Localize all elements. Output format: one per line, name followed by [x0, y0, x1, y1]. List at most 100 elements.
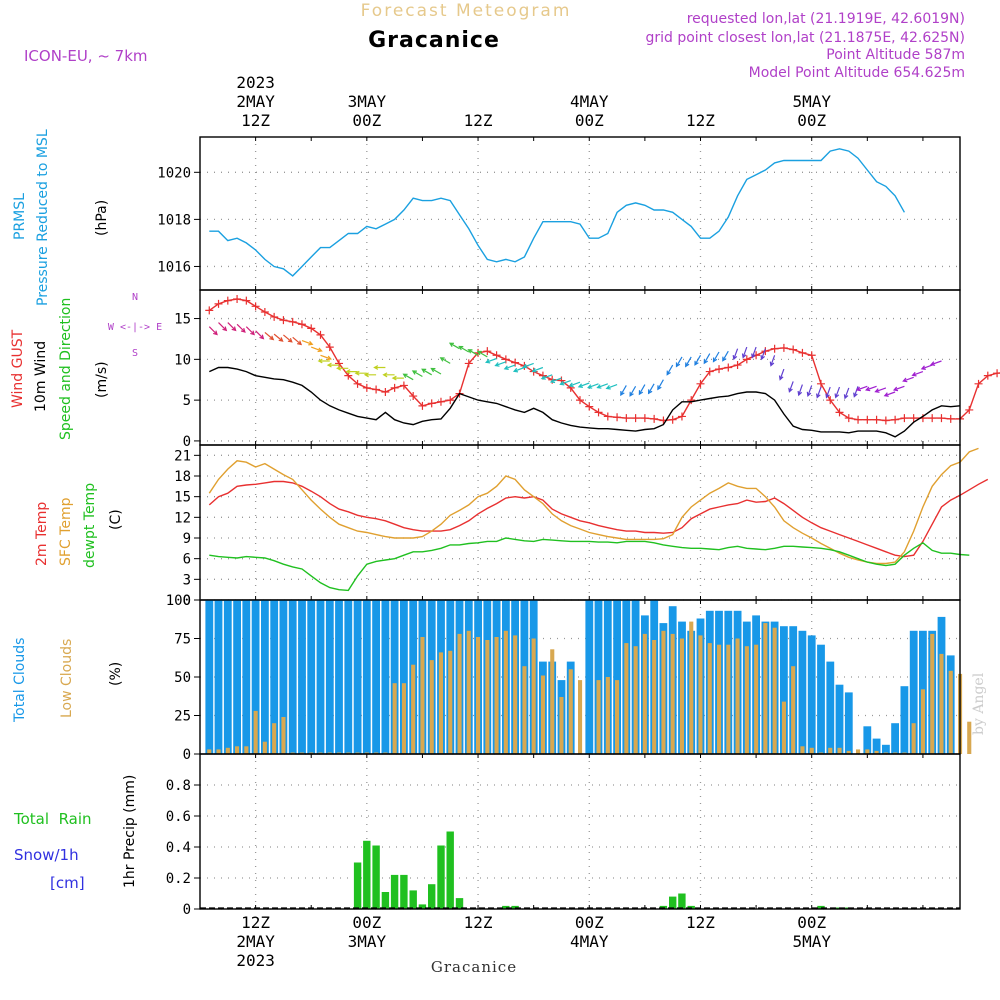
low-cloud-bar — [559, 697, 564, 754]
gust-marker — [631, 414, 640, 423]
wind-unit: (m/s) — [94, 361, 110, 398]
wind-arrow — [317, 358, 330, 364]
wind-arrow — [522, 362, 534, 369]
wind-arrow — [797, 384, 803, 397]
low-cloud-bar — [531, 638, 536, 754]
time-label-top: 2MAY — [236, 92, 275, 111]
wind-arrow — [788, 381, 794, 393]
low-cloud-bar — [476, 637, 481, 754]
gust-marker — [279, 316, 288, 325]
y-tick-label: 10 — [174, 352, 191, 368]
wind-arrow — [273, 333, 284, 342]
rain-bar — [400, 874, 408, 909]
low-cloud-bar — [457, 633, 462, 754]
gust-marker — [677, 412, 686, 421]
wind-arrow — [675, 356, 683, 368]
grid-point-coords: grid point closest lon,lat (21.1875E, 42… — [645, 30, 965, 46]
temp-label-1: 2m Temp — [34, 502, 50, 566]
rain-bar — [437, 845, 445, 909]
low-cloud-bar — [902, 752, 907, 754]
wind-arrow — [874, 387, 887, 393]
low-cloud-bar — [818, 752, 823, 754]
total-cloud-bar — [835, 684, 844, 754]
low-cloud-bar — [503, 630, 508, 754]
snow-unit: [cm] — [50, 874, 85, 892]
low-cloud-bar — [272, 723, 277, 754]
wind-arrow — [458, 345, 470, 353]
low-cloud-bar — [485, 640, 490, 754]
low-cloud-bar — [235, 746, 240, 754]
series-line-dewpt-temp — [209, 537, 970, 592]
compass-s: S — [132, 348, 138, 359]
rain-bar — [502, 905, 510, 909]
y-tick-label: 50 — [174, 670, 191, 686]
wind-arrow — [883, 391, 896, 397]
y-tick-label: 5 — [183, 393, 191, 409]
wind-arrow — [769, 355, 776, 367]
pressure-label-2: Pressure Reduced to MSL — [35, 129, 51, 306]
wind-arrow — [421, 368, 433, 376]
wind-arrow — [741, 346, 748, 359]
temperature-frame — [199, 444, 961, 601]
time-label-bottom: 2MAY — [236, 932, 275, 951]
gust-marker — [399, 381, 408, 390]
y-tick-label: 0.6 — [166, 809, 191, 825]
rain-bar — [446, 831, 454, 909]
gust-marker — [770, 344, 779, 353]
gust-marker — [307, 324, 316, 333]
cloud-label-1: Total Clouds — [12, 638, 28, 723]
gust-marker — [381, 387, 390, 396]
wind-label-3: Speed and Direction — [58, 298, 74, 440]
low-cloud-bar — [605, 677, 610, 754]
rain-bar — [390, 874, 399, 909]
rain-bar — [428, 884, 436, 909]
wind-arrow — [503, 364, 516, 370]
total-cloud-bar — [279, 600, 288, 754]
y-tick-label: 18 — [174, 469, 191, 485]
total-cloud-bar — [223, 600, 232, 754]
total-cloud-bar — [585, 600, 594, 754]
wind-arrow — [494, 361, 507, 367]
y-tick-label: 3 — [183, 572, 191, 588]
gust-marker — [251, 302, 260, 311]
gust-marker — [668, 415, 677, 424]
wind-arrow — [301, 340, 314, 346]
wind-panel: 0 5 10 15 — [174, 289, 1000, 450]
low-cloud-bar — [466, 630, 471, 754]
gust-marker — [798, 348, 807, 357]
wind-arrow — [722, 350, 729, 362]
wind-labels: Wind GUST 10m Wind Speed and Direction (… — [10, 292, 162, 440]
wind-arrow — [694, 354, 702, 366]
gust-marker — [325, 343, 334, 352]
pressure-label-1: PRMSL — [12, 193, 28, 240]
gust-marker — [233, 294, 242, 303]
total-cloud-bar — [242, 600, 251, 754]
low-cloud-bar — [225, 747, 230, 754]
gust-marker — [715, 365, 724, 374]
wind-arrow — [227, 322, 237, 332]
wind-arrow — [512, 366, 525, 373]
gust-marker — [436, 397, 445, 406]
time-label-top: 2023 — [236, 73, 275, 92]
wind-arrow — [620, 385, 627, 397]
total-cloud-bar — [261, 600, 269, 754]
wind-arrow — [760, 348, 766, 361]
cloud-label-2: Low Clouds — [59, 639, 75, 718]
compass-we: W <-|-> E — [108, 322, 162, 333]
gust-marker — [789, 345, 798, 354]
low-cloud-bar — [633, 646, 638, 754]
gust-marker — [483, 347, 492, 356]
wind-arrow — [855, 385, 868, 392]
total-cloud-bar — [353, 600, 362, 754]
total-cloud-bar — [270, 600, 279, 754]
rain-bar — [418, 904, 427, 909]
low-cloud-bar — [346, 752, 351, 754]
model-name: ICON-EU, ~ 7km — [24, 47, 148, 65]
total-cloud-bar — [594, 600, 603, 754]
y-tick-label: 0.4 — [166, 840, 191, 856]
wind-arrow — [320, 354, 332, 361]
low-cloud-bar — [642, 633, 647, 754]
total-cloud-bar — [390, 600, 399, 754]
